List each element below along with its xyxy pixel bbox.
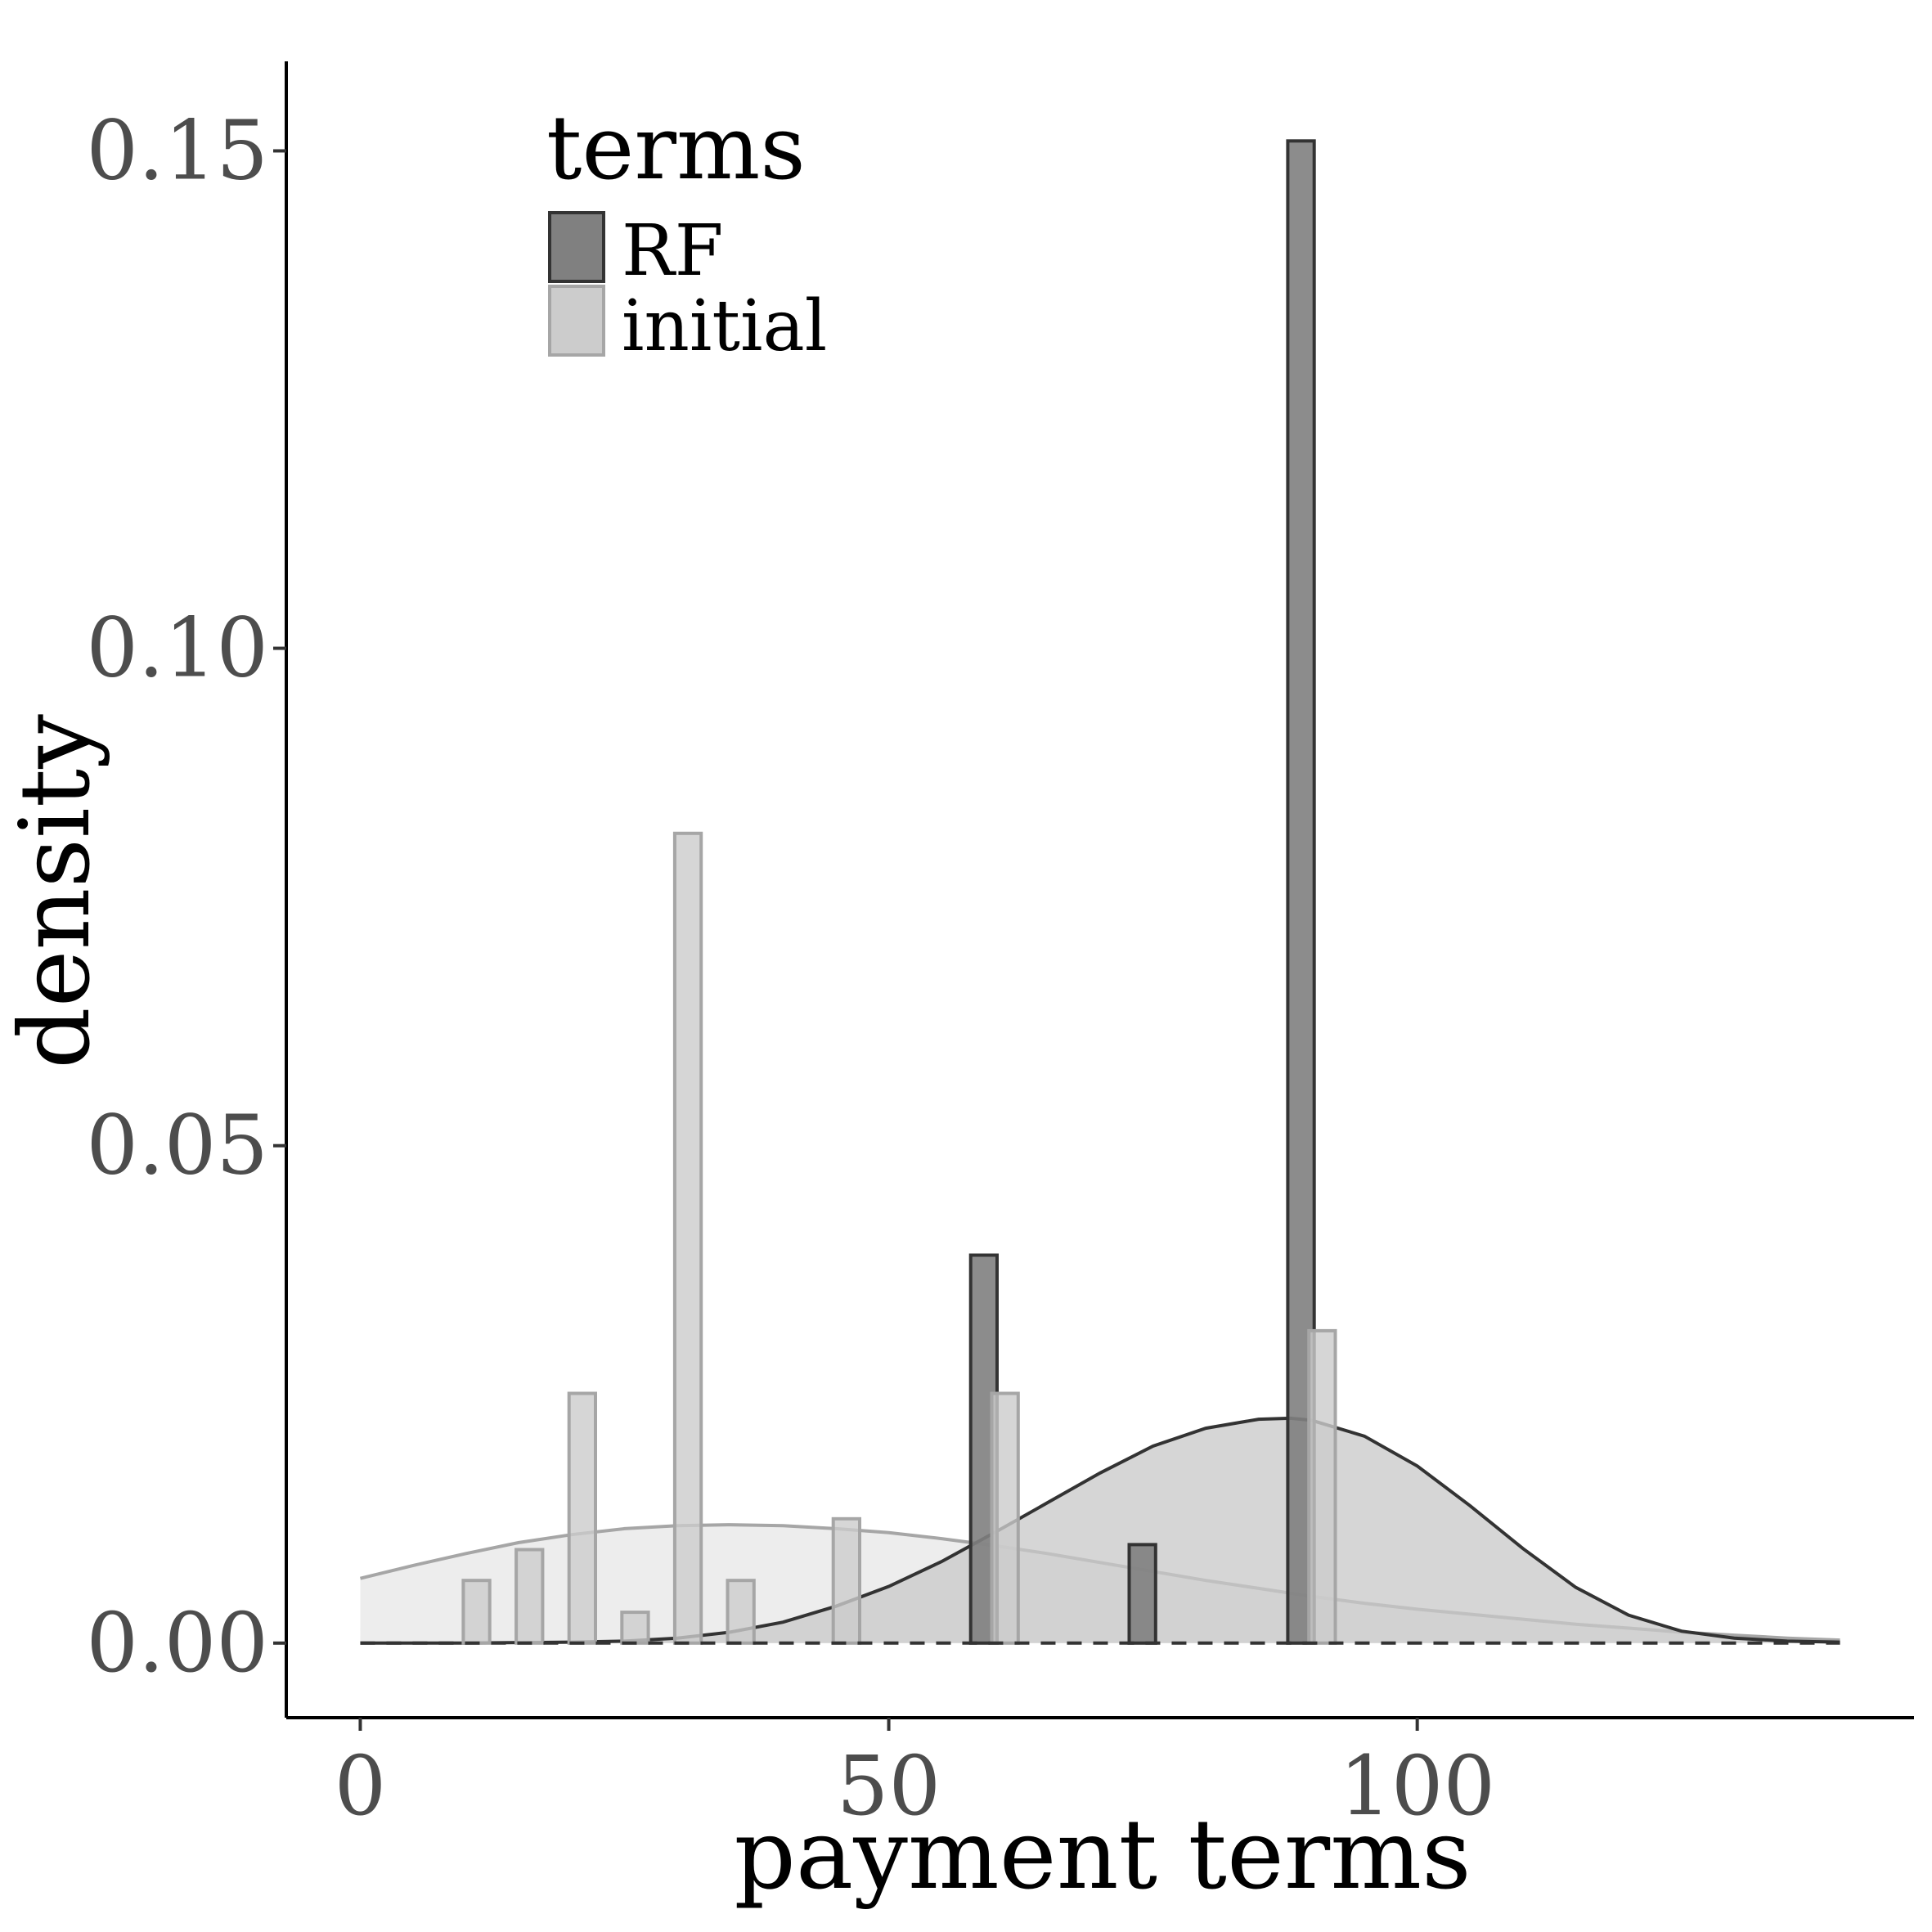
bar-initial-61 bbox=[990, 1391, 1020, 1645]
histogram-bars-layer bbox=[461, 139, 1337, 1645]
bar-initial-21 bbox=[567, 1391, 598, 1645]
legend-swatch-rf bbox=[548, 211, 605, 283]
x-axis-title: payment terms bbox=[734, 1798, 1471, 1911]
bar-initial-91 bbox=[1307, 1328, 1337, 1645]
density-curve-rf bbox=[360, 1416, 1840, 1645]
x-tick-label-100: 100 bbox=[1339, 1738, 1495, 1834]
x-tick-label-50: 50 bbox=[837, 1738, 941, 1834]
legend-label-initial: initial bbox=[622, 285, 827, 367]
bar-initial-26 bbox=[620, 1611, 650, 1645]
legend: terms RF initial bbox=[546, 97, 827, 367]
legend-label-rf: RF bbox=[622, 210, 723, 292]
bar-initial-16 bbox=[514, 1548, 545, 1645]
legend-title: terms bbox=[546, 97, 806, 200]
y-tick-label-0.05: 0.05 bbox=[86, 1098, 268, 1193]
axes-layer: 0 50 100 0.00 0.05 0.10 0.15 bbox=[86, 61, 1914, 1834]
y-tick-label-0.00: 0.00 bbox=[86, 1595, 268, 1691]
y-axis-title: density bbox=[0, 714, 111, 1069]
y-tick-label-0.10: 0.10 bbox=[86, 600, 268, 696]
density-area-rf bbox=[360, 1418, 1840, 1643]
bar-rf-74 bbox=[1127, 1543, 1157, 1645]
bar-initial-11 bbox=[461, 1579, 492, 1645]
x-tick-label-0: 0 bbox=[335, 1738, 387, 1834]
y-tick-label-0.15: 0.15 bbox=[86, 102, 268, 198]
bar-initial-36 bbox=[726, 1579, 756, 1645]
bar-initial-46 bbox=[831, 1516, 862, 1645]
legend-swatch-initial bbox=[548, 285, 605, 357]
bar-initial-31 bbox=[672, 831, 703, 1645]
